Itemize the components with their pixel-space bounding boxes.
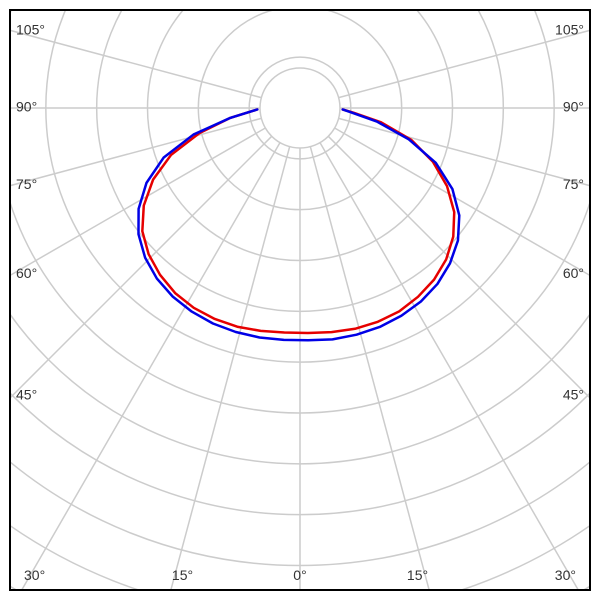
angle-label: 105° xyxy=(555,22,584,38)
angle-label: 75° xyxy=(563,176,584,192)
angle-label: 15° xyxy=(407,567,428,583)
angle-label: 105° xyxy=(16,22,45,38)
angle-label: 60° xyxy=(16,265,37,281)
angle-label: 60° xyxy=(563,265,584,281)
angle-label: 90° xyxy=(563,99,584,115)
angle-label: 45° xyxy=(563,387,584,403)
angle-label: 75° xyxy=(16,176,37,192)
angle-label: 15° xyxy=(172,567,193,583)
angle-label: 30° xyxy=(24,567,45,583)
grid-group xyxy=(0,0,600,600)
polar-chart-svg: 105° 90° 75° 60° 45° 30° 15° 0° 15° 30° 45° 60° 75° 9… xyxy=(0,0,600,600)
angle-label: 0° xyxy=(293,567,306,583)
angle-label: 90° xyxy=(16,99,37,115)
polar-chart-container: 105° 90° 75° 60° 45° 30° 15° 0° 15° 30° 45° 60° 75° 9… xyxy=(0,0,600,600)
angle-label: 45° xyxy=(16,387,37,403)
angle-label: 30° xyxy=(555,567,576,583)
